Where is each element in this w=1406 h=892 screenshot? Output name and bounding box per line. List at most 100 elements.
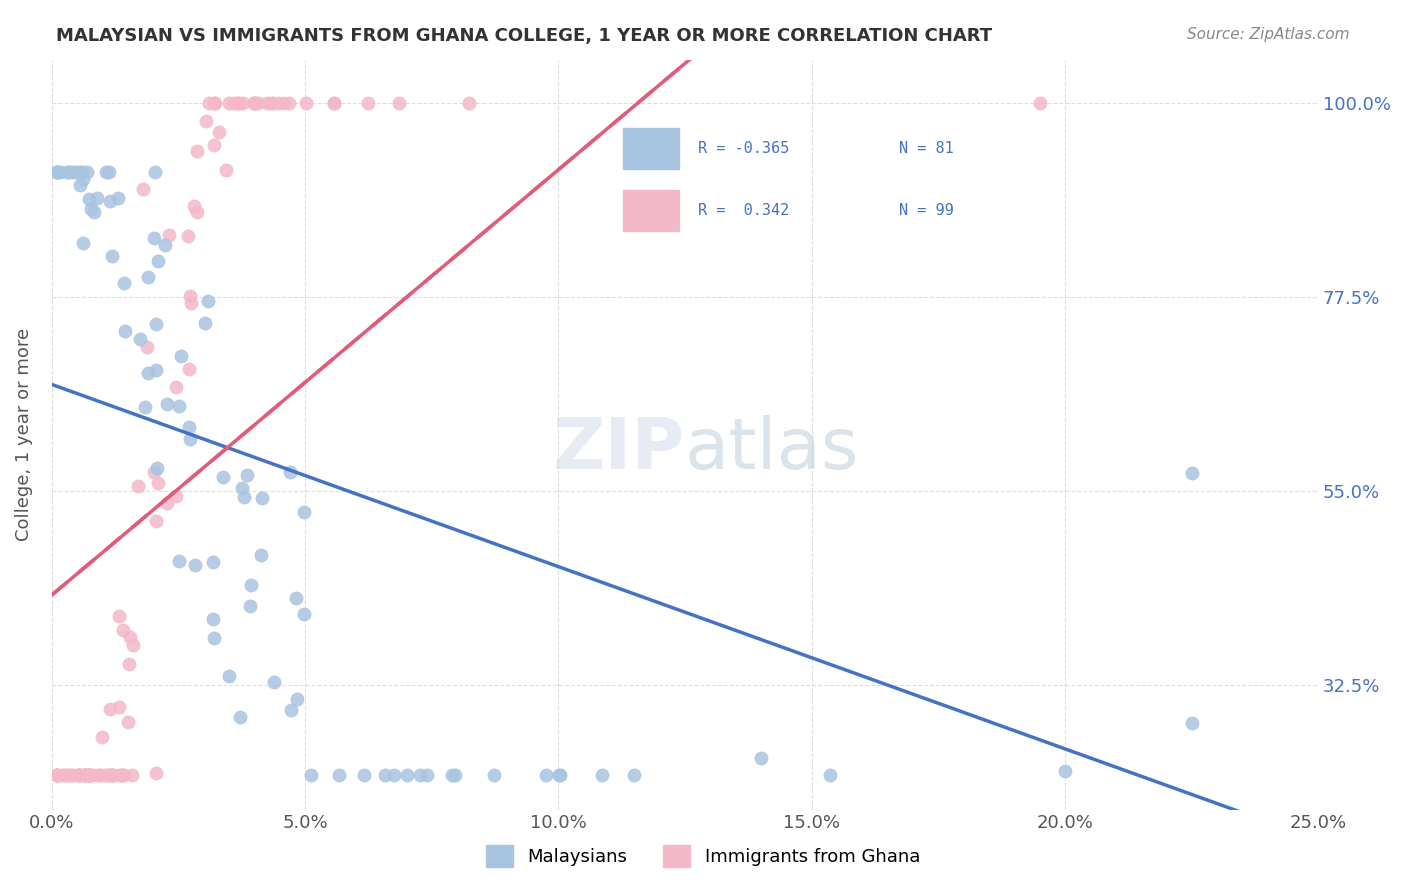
Point [246,95,269,110]
Point [1053,764,1076,778]
Point [415,768,437,782]
Point [440,768,463,782]
Point [156,396,179,410]
Point [232,95,254,110]
Point [136,270,159,285]
Point [179,419,201,434]
Point [69,178,91,193]
Point [67,768,90,782]
Point [167,554,190,568]
Point [49,164,72,178]
Point [388,95,411,110]
Point [45,768,67,782]
Point [267,95,290,110]
Point [186,204,208,219]
Point [236,467,259,482]
Point [197,294,219,309]
Point [170,350,193,364]
Point [117,715,139,730]
Point [356,95,378,110]
Point [242,95,264,110]
Point [67,768,90,782]
Point [87,768,110,782]
Point [60,164,83,178]
Point [77,768,100,782]
Point [177,362,200,376]
Point [110,768,132,782]
Point [108,608,131,623]
Point [127,479,149,493]
Point [218,669,240,683]
Point [143,465,166,479]
Point [408,768,430,782]
Point [208,126,231,140]
Point [323,95,346,110]
Point [80,768,103,782]
Point [56,768,79,782]
Text: Source: ZipAtlas.com: Source: ZipAtlas.com [1187,27,1350,42]
Point [382,768,405,782]
Point [232,490,254,504]
Point [534,768,557,782]
Point [323,95,346,110]
Point [260,95,283,110]
Point [76,164,98,178]
Point [101,768,124,782]
Point [72,768,94,782]
Point [749,751,772,765]
Text: MALAYSIAN VS IMMIGRANTS FROM GHANA COLLEGE, 1 YEAR OR MORE CORRELATION CHART: MALAYSIAN VS IMMIGRANTS FROM GHANA COLLE… [56,27,993,45]
Text: ZIP: ZIP [553,415,685,484]
Point [72,172,94,186]
Point [77,768,100,782]
Point [128,332,150,346]
Point [396,768,419,782]
Point [86,191,108,205]
Point [328,768,350,782]
Point [295,95,318,110]
Point [278,95,301,110]
Point [45,768,67,782]
Point [444,768,467,782]
Point [180,296,202,310]
Point [136,340,159,354]
Point [79,768,101,782]
Point [62,768,84,782]
Point [145,514,167,528]
Point [285,691,308,706]
Point [69,164,91,178]
Point [201,555,224,569]
Point [118,657,141,672]
Point [202,95,225,110]
Point [69,768,91,782]
Point [90,768,112,782]
Point [98,164,121,178]
Point [273,95,295,110]
Point [73,768,96,782]
Point [146,475,169,490]
Point [120,630,142,644]
Point [77,768,100,782]
Point [70,164,93,178]
Point [107,191,129,205]
Text: atlas: atlas [685,415,859,484]
Point [202,632,225,646]
Point [91,731,114,745]
Point [45,164,67,178]
Point [548,768,571,782]
Point [218,95,240,110]
Point [97,768,120,782]
Point [212,469,235,483]
Point [98,194,121,209]
Point [51,768,73,782]
Point [179,289,201,303]
Point [228,709,250,723]
Point [1180,716,1202,731]
Point [222,95,245,110]
Point [53,768,76,782]
Point [101,768,124,782]
Point [177,228,200,243]
Point [72,236,94,251]
Point [108,768,131,782]
Point [193,316,215,330]
Point [250,548,273,562]
